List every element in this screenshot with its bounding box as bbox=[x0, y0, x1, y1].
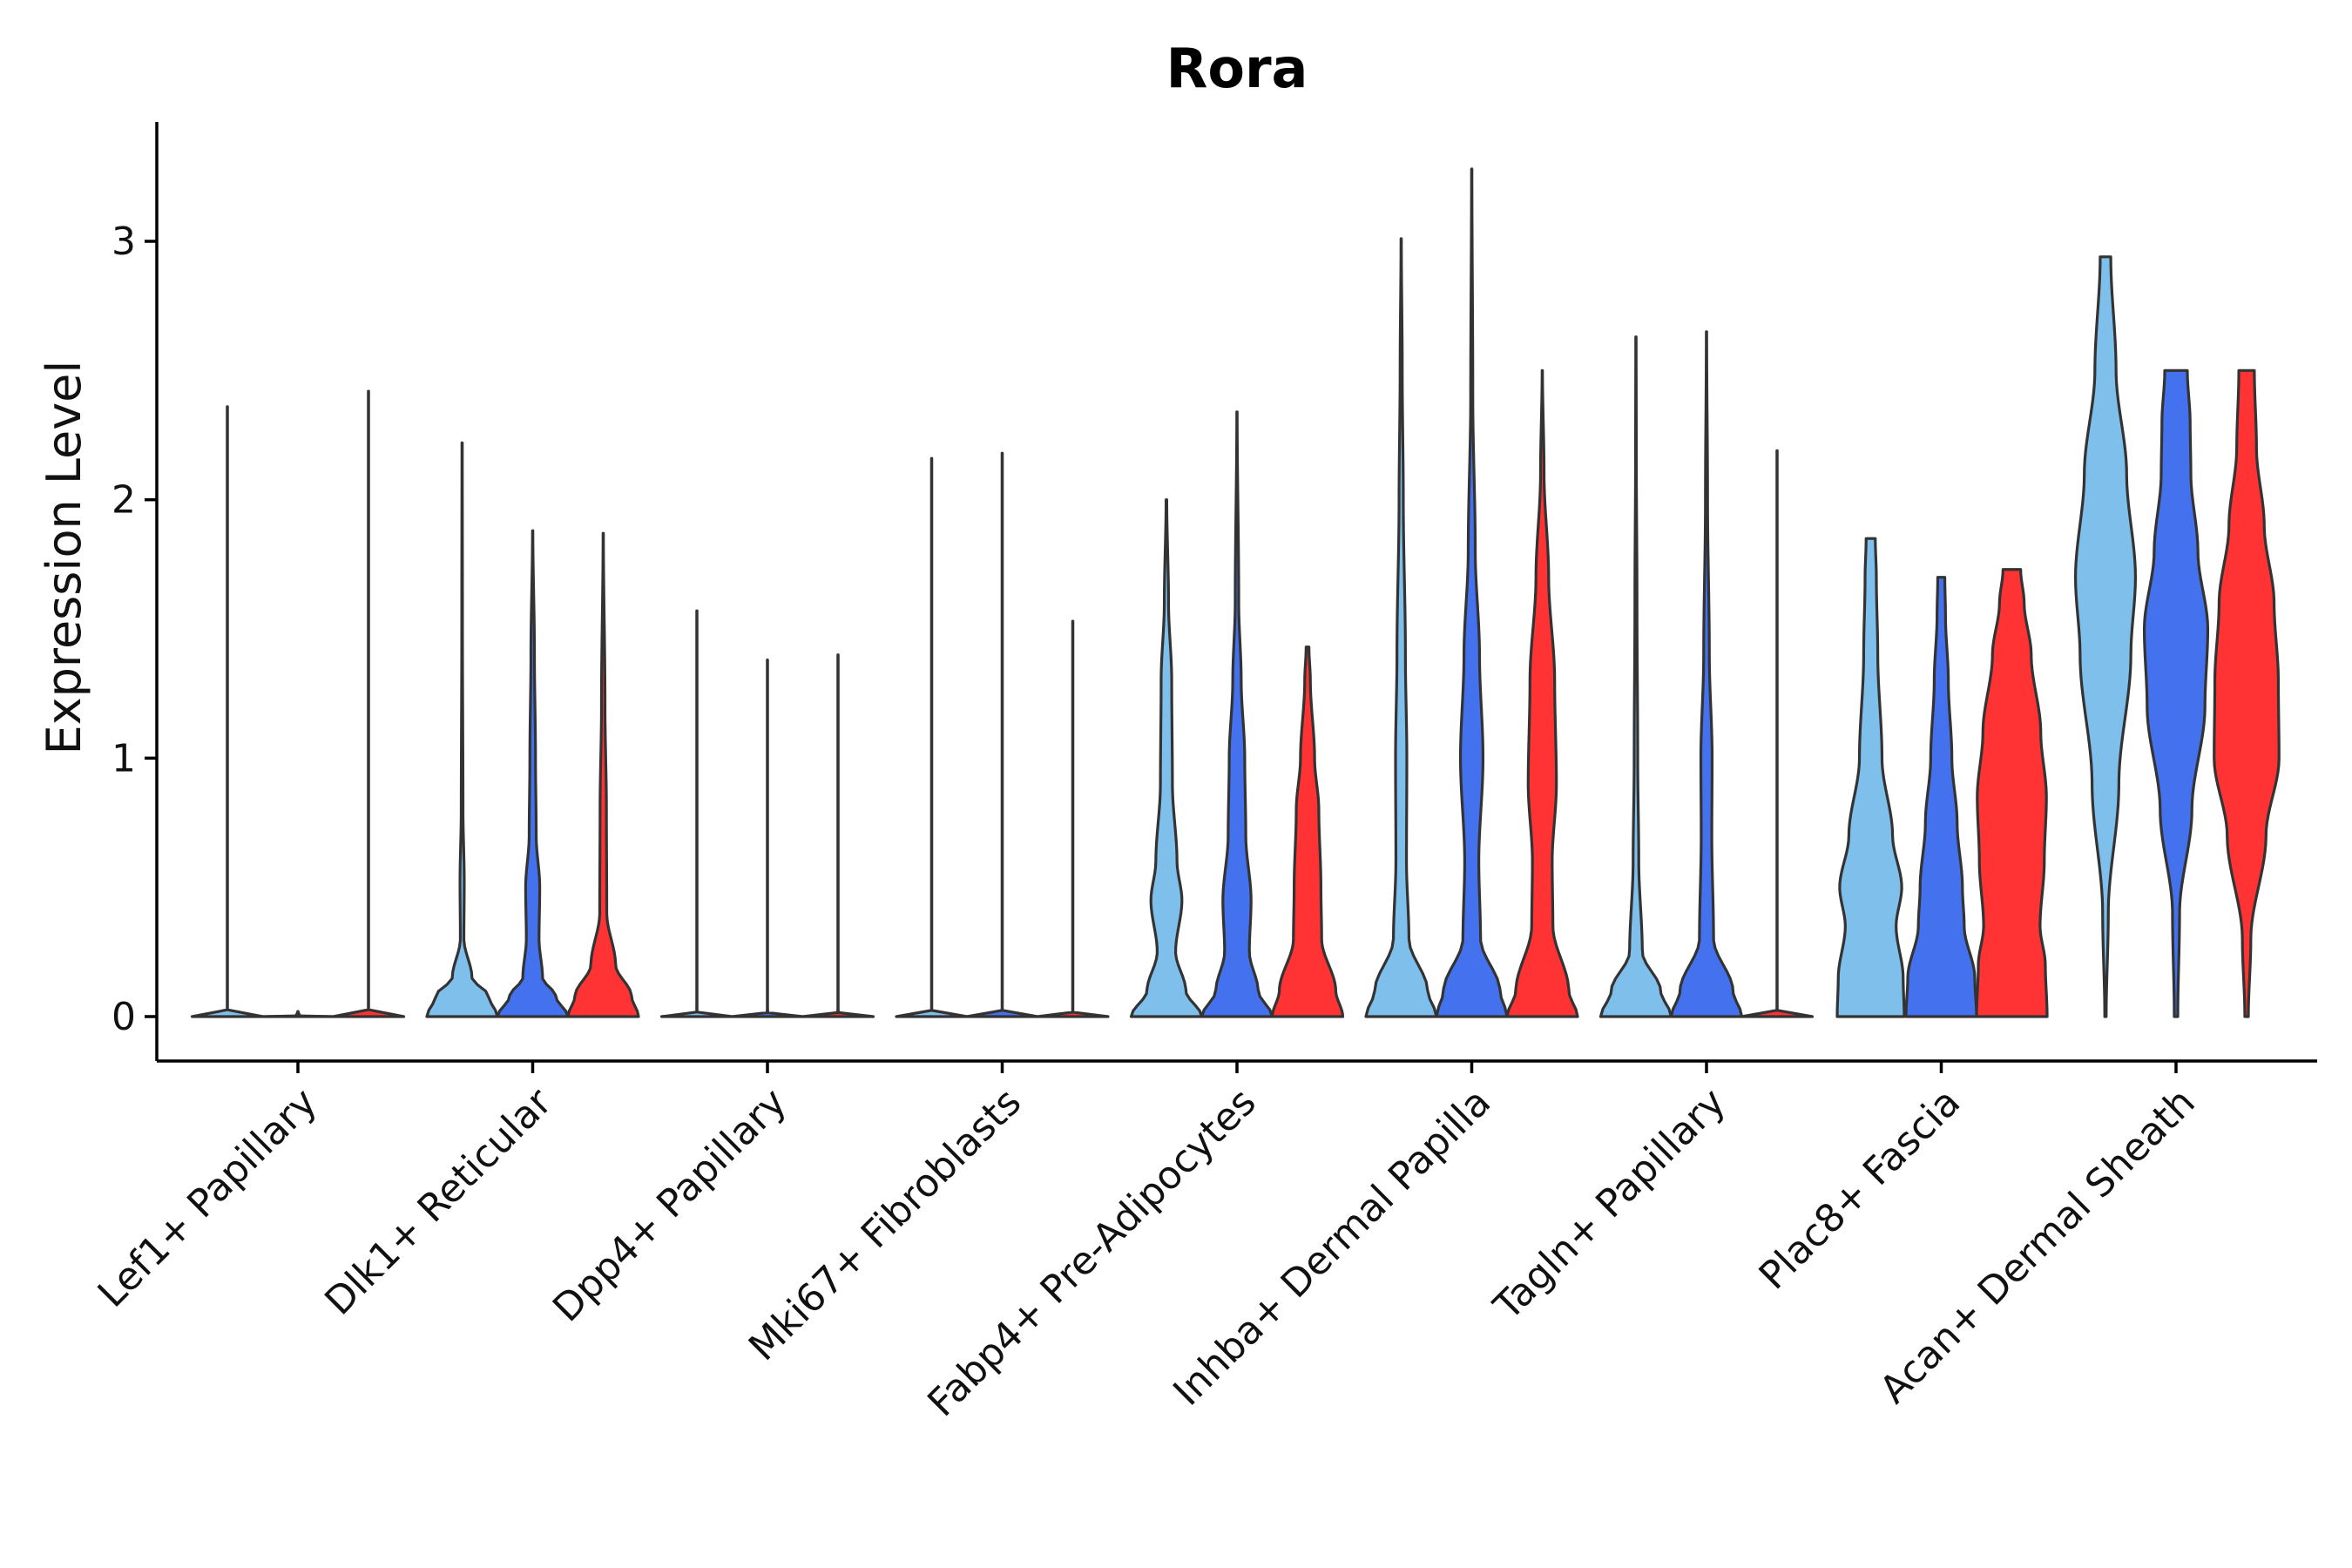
violin-fabp4-pre-adipocytes-group-2 bbox=[1200, 410, 1274, 1018]
x-tick-label: Plac8+ Fascia bbox=[1751, 1080, 1970, 1299]
violin-dlk1-reticular-group-3 bbox=[566, 531, 640, 1018]
violin-lef1-papillary-group-1 bbox=[190, 405, 265, 1018]
violin-layer bbox=[190, 167, 2281, 1018]
violin-dlk1-reticular-group-2 bbox=[496, 529, 570, 1018]
violin-lef1-papillary-group-2 bbox=[260, 1010, 335, 1018]
violin-plac8-fascia-group-2 bbox=[1904, 576, 1978, 1018]
violin-mki67-fibroblasts-group-1 bbox=[895, 456, 969, 1018]
x-tick-label: Tagln+ Papillary bbox=[1485, 1080, 1734, 1329]
violin-plac8-fascia-group-1 bbox=[1835, 537, 1906, 1018]
y-tick-label: 0 bbox=[112, 995, 136, 1039]
violin-acan-dermal-sheath-group-2 bbox=[2142, 368, 2210, 1018]
chart-title: Rora bbox=[1166, 37, 1308, 100]
violin-fabp4-pre-adipocytes-group-1 bbox=[1129, 498, 1204, 1018]
violin-fabp4-pre-adipocytes-group-3 bbox=[1270, 645, 1345, 1018]
x-tick-label: Dlk1+ Reticular bbox=[316, 1079, 561, 1324]
y-tick-label: 3 bbox=[112, 220, 136, 264]
violin-inhba-dermal-papilla-group-3 bbox=[1505, 368, 1579, 1018]
violin-inhba-dermal-papilla-group-2 bbox=[1435, 167, 1509, 1018]
violin-dpp4-papillary-group-1 bbox=[659, 609, 734, 1018]
y-tick-label: 1 bbox=[112, 736, 136, 781]
violin-tagln-papillary-group-3 bbox=[1740, 449, 1815, 1018]
violin-tagln-papillary-group-2 bbox=[1669, 330, 1744, 1018]
violin-dpp4-papillary-group-2 bbox=[730, 659, 805, 1018]
x-tick-label: Dpp4+ Papillary bbox=[544, 1080, 795, 1331]
y-tick-label: 2 bbox=[112, 478, 136, 523]
violin-mki67-fibroblasts-group-3 bbox=[1036, 619, 1110, 1018]
violin-plac8-fascia-group-3 bbox=[1975, 568, 2049, 1018]
violin-tagln-papillary-group-1 bbox=[1598, 335, 1673, 1018]
violin-dpp4-papillary-group-3 bbox=[801, 653, 875, 1018]
x-tick-label: Lef1+ Papillary bbox=[90, 1080, 326, 1316]
violin-inhba-dermal-papilla-group-1 bbox=[1364, 237, 1438, 1018]
y-axis-label: Expression Level bbox=[37, 361, 91, 755]
violin-lef1-papillary-group-3 bbox=[331, 389, 406, 1018]
violin-dlk1-reticular-group-1 bbox=[425, 441, 499, 1018]
violin-acan-dermal-sheath-group-1 bbox=[2073, 255, 2138, 1018]
violin-mki67-fibroblasts-group-2 bbox=[965, 451, 1039, 1018]
violin-acan-dermal-sheath-group-3 bbox=[2213, 368, 2281, 1018]
